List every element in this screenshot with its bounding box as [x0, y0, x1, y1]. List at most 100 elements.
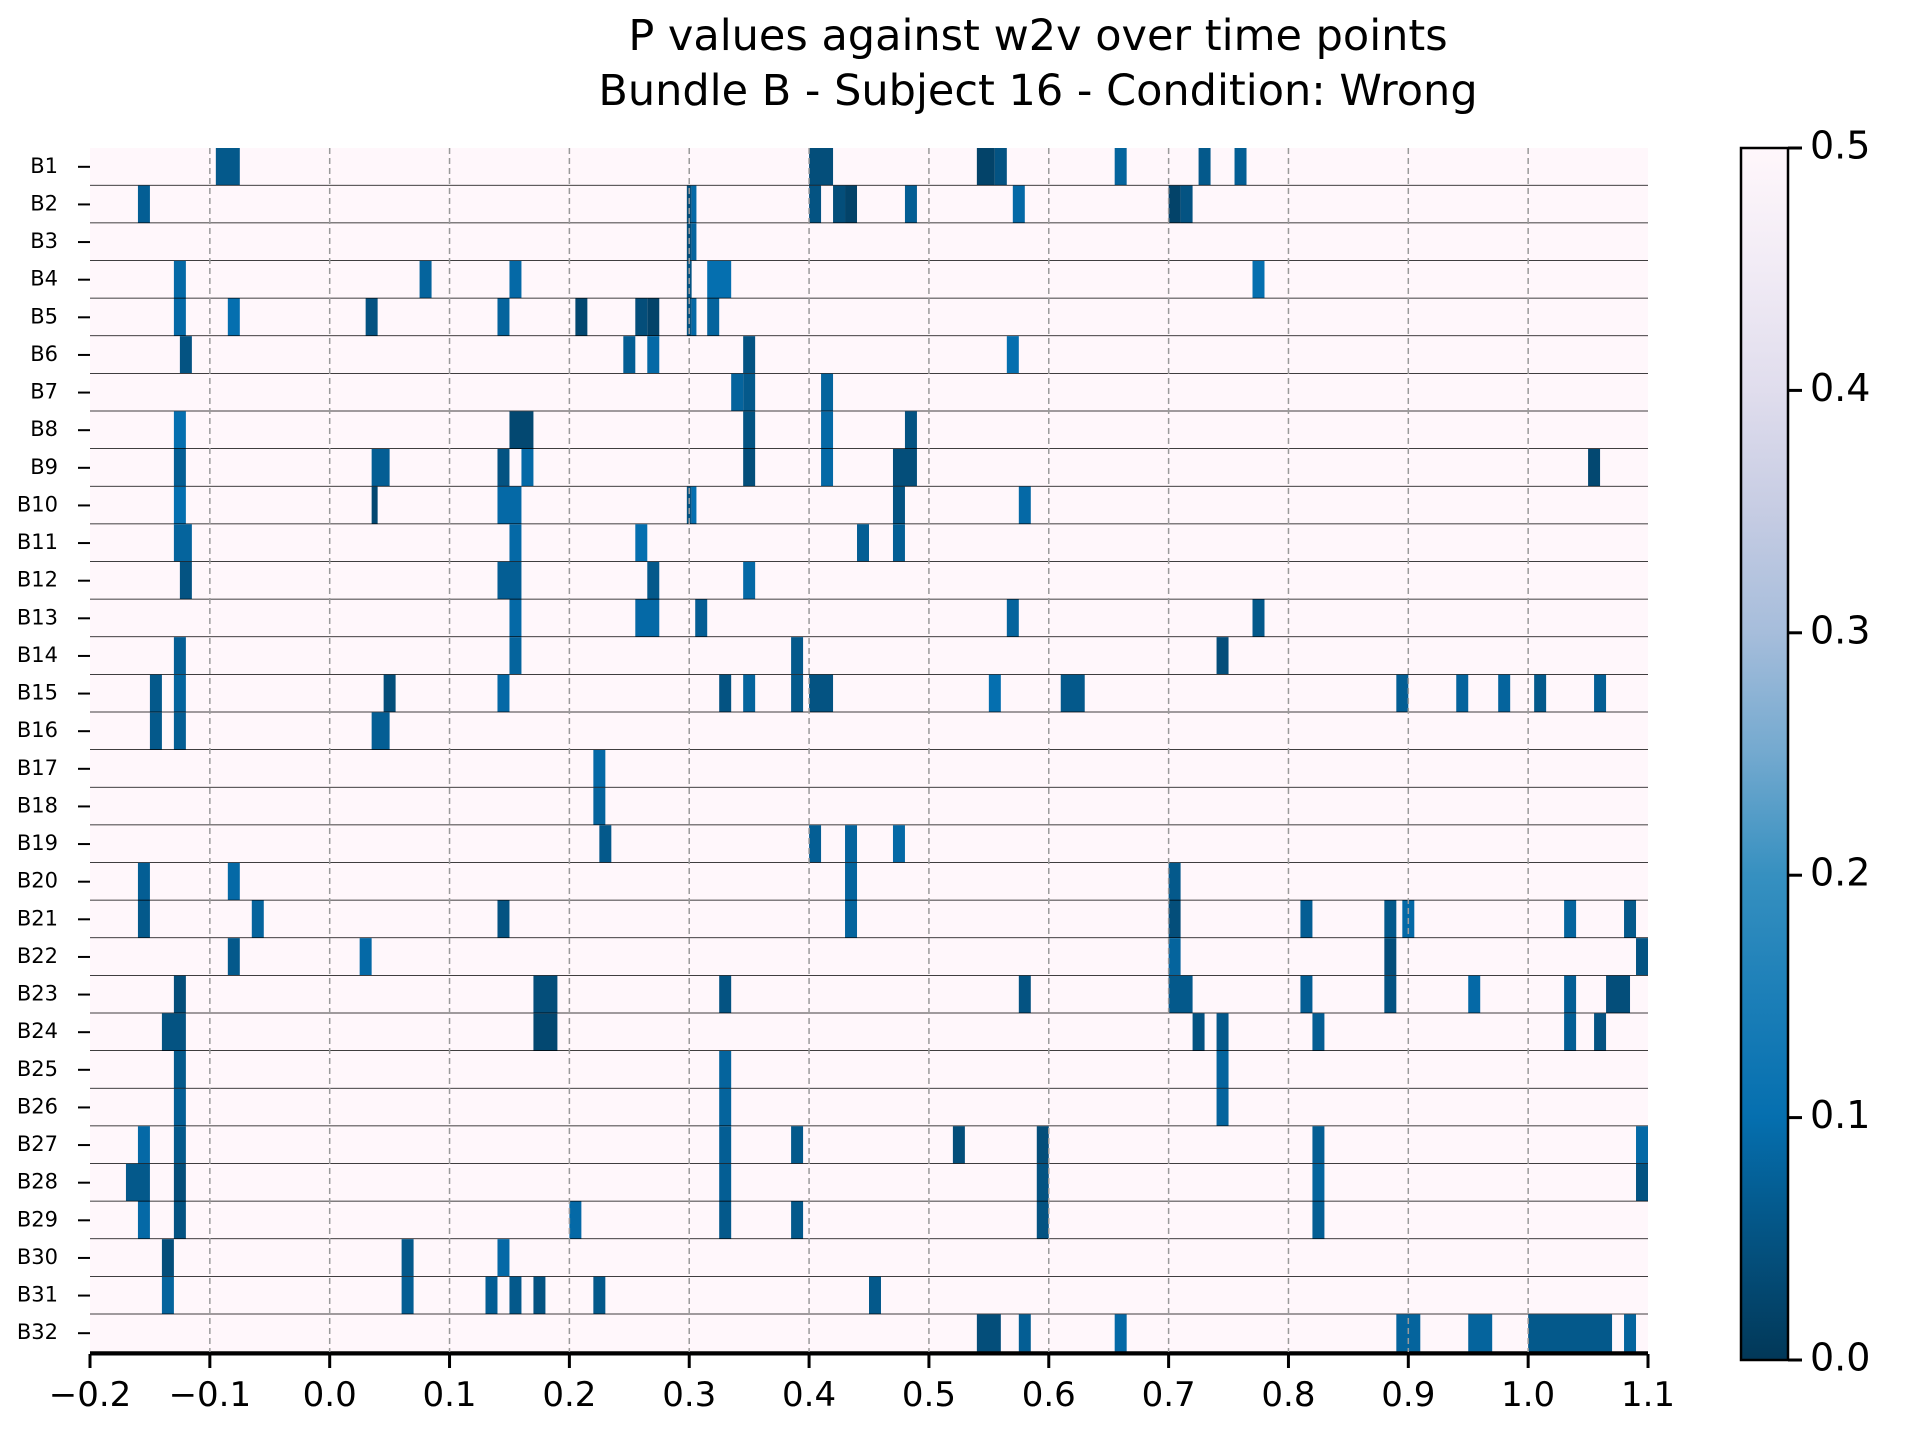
heatmap-cell	[809, 185, 822, 224]
heatmap-cell	[743, 411, 756, 449]
heatmap-cell	[691, 486, 697, 525]
heatmap-cell	[593, 1276, 606, 1315]
row-label: B17	[17, 756, 58, 780]
heatmap-cell	[1456, 674, 1469, 713]
heatmap-cell	[497, 449, 510, 487]
heatmap-cell	[809, 148, 834, 186]
heatmap-cell	[1624, 900, 1637, 939]
row-background-cell	[90, 561, 1648, 600]
heatmap-cell	[1384, 900, 1397, 939]
heatmap-row	[90, 674, 1648, 714]
heatmap-cell	[1468, 1314, 1493, 1352]
chart-title-line-1: P values against w2v over time points	[628, 11, 1447, 61]
row-label: B30	[17, 1245, 58, 1269]
heatmap-cell	[137, 1201, 150, 1240]
row-label: B28	[17, 1170, 58, 1194]
heatmap-cell	[173, 524, 192, 562]
heatmap-cell	[1384, 938, 1397, 976]
heatmap-cell	[371, 449, 390, 487]
heatmap-cell	[365, 298, 378, 337]
x-tick-label: 0.8	[1261, 1375, 1315, 1415]
heatmap-cell	[1234, 148, 1247, 186]
heatmap-row	[90, 486, 1648, 525]
row-label: B2	[30, 191, 58, 215]
heatmap-cell	[173, 411, 186, 449]
heatmap-row	[90, 148, 1648, 187]
row-label: B6	[30, 342, 58, 366]
colorbar-tick-label: 0.4	[1810, 366, 1870, 410]
row-background-cell	[90, 1314, 1648, 1352]
x-tick-label: 0.6	[1022, 1375, 1076, 1415]
x-tick-label: 0.5	[902, 1375, 956, 1415]
heatmap-cell	[686, 298, 692, 337]
heatmap-cell	[419, 260, 432, 299]
heatmap-cell	[743, 373, 756, 412]
heatmap-cell	[173, 712, 186, 750]
heatmap-cell	[719, 1051, 732, 1089]
heatmap-cell	[1114, 1314, 1127, 1352]
heatmap-cell	[647, 336, 660, 374]
heatmap-cell	[161, 1239, 174, 1277]
heatmap-cell	[593, 787, 606, 826]
row-background-cell	[90, 148, 1648, 186]
heatmap-cell	[719, 1126, 732, 1164]
row-label: B21	[17, 906, 58, 930]
heatmap-cell	[1252, 599, 1265, 638]
heatmap-cell	[719, 1201, 732, 1240]
heatmap-cell	[173, 260, 186, 299]
heatmap-cell	[686, 486, 692, 525]
row-label: B24	[17, 1019, 58, 1043]
heatmap-cell	[892, 524, 905, 562]
heatmap-cell	[719, 674, 732, 713]
heatmap-cell	[845, 825, 858, 863]
heatmap-cell	[1588, 449, 1601, 487]
heatmap-cell	[1168, 938, 1181, 976]
row-label: B29	[17, 1207, 58, 1231]
colorbar: 0.0 0.1 0.2 0.3 0.4 0.5	[1739, 124, 1870, 1380]
heatmap-cell	[809, 674, 834, 713]
row-background-cell	[90, 637, 1648, 675]
heatmap-cell	[137, 185, 150, 224]
heatmap-cell	[227, 862, 240, 901]
heatmap-cell	[161, 1276, 174, 1315]
heatmap-row	[90, 862, 1648, 902]
row-label: B15	[17, 681, 58, 705]
heatmap-cell	[623, 336, 636, 374]
row-background-cell	[90, 862, 1648, 901]
heatmap-cell	[401, 1239, 414, 1277]
heatmap-cell	[976, 1314, 1001, 1352]
heatmap-cell	[892, 449, 917, 487]
heatmap-row	[90, 1126, 1648, 1165]
heatmap-cell	[1564, 975, 1577, 1014]
heatmap-cell	[497, 561, 522, 600]
row-background-cell	[90, 1239, 1648, 1277]
heatmap-cell	[1594, 674, 1607, 713]
heatmap-cell	[1252, 260, 1265, 299]
heatmap-cell	[509, 637, 522, 675]
x-tick-label: 0.0	[303, 1375, 357, 1415]
heatmap-cell	[173, 1163, 186, 1202]
heatmap-row	[90, 1088, 1648, 1127]
heatmap-cell	[1564, 900, 1577, 939]
row-background-cell	[90, 185, 1648, 224]
row-background-cell	[90, 1163, 1648, 1202]
heatmap-cell	[383, 674, 396, 713]
heatmap-row	[90, 825, 1648, 864]
heatmap-cell	[791, 1126, 804, 1164]
row-label: B13	[17, 605, 58, 629]
heatmap-cell	[1312, 1163, 1325, 1202]
colorbar-tick-label: 0.3	[1810, 608, 1870, 652]
heatmap-cell	[719, 1163, 732, 1202]
heatmap-cell	[1300, 900, 1313, 939]
row-background-cell	[90, 787, 1648, 826]
heatmap-row	[90, 1163, 1648, 1203]
heatmap-cell	[707, 260, 732, 299]
row-label: B4	[30, 267, 58, 291]
heatmap-rows	[90, 148, 1648, 1353]
heatmap-cell	[179, 336, 192, 374]
heatmap-cell	[892, 825, 905, 863]
heatmap-cell	[359, 938, 372, 976]
row-label: B5	[30, 304, 58, 328]
row-label: B9	[30, 455, 58, 479]
